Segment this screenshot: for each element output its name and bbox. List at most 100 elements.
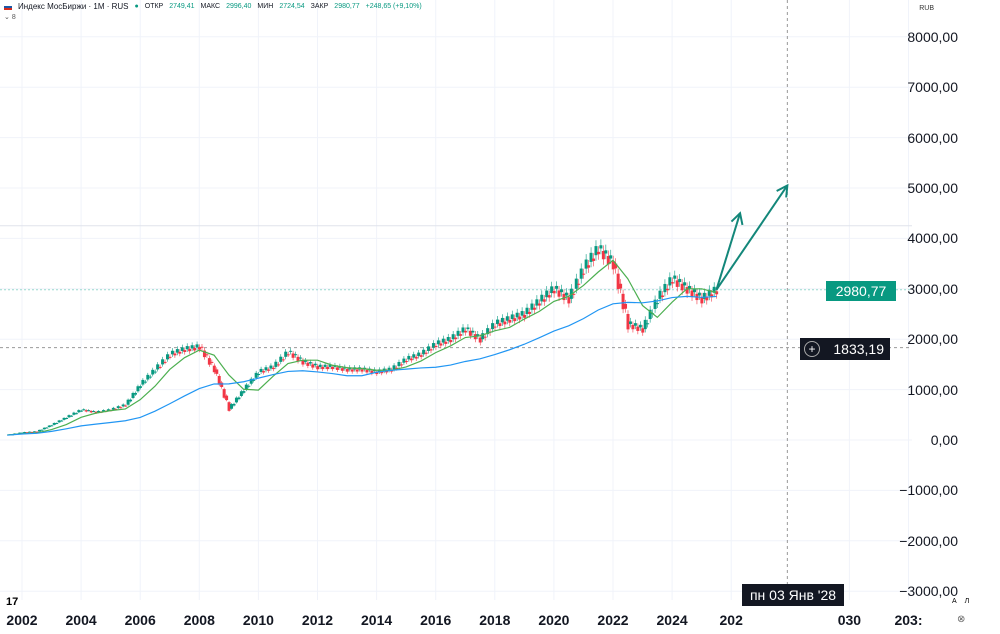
candle — [429, 349, 433, 351]
y-tick-label: 3000,00 — [907, 280, 958, 297]
candle — [67, 415, 71, 418]
candle — [419, 355, 423, 357]
candle — [143, 381, 147, 383]
candle — [648, 309, 652, 320]
candle — [133, 392, 137, 395]
candle — [239, 391, 243, 396]
candle — [710, 294, 714, 298]
tradingview-logo: 17 — [6, 596, 19, 608]
candle — [227, 402, 231, 411]
market-status-icon: ● — [134, 3, 139, 10]
candle — [212, 365, 216, 373]
candle — [510, 314, 514, 320]
candle — [60, 420, 64, 422]
candle — [545, 290, 549, 298]
x-tick-label: 202 — [719, 612, 743, 628]
candle — [683, 282, 687, 286]
candle — [74, 413, 78, 415]
candle — [567, 297, 571, 304]
candle — [414, 356, 418, 359]
y-tick-label: 4000,00 — [907, 230, 958, 247]
candle — [587, 265, 591, 268]
candle — [225, 395, 229, 401]
axis-mode-toggles[interactable]: А Л — [952, 598, 970, 605]
candle — [486, 328, 490, 335]
candle — [471, 330, 475, 333]
candle — [520, 311, 524, 316]
candle — [537, 303, 541, 306]
candle — [656, 303, 660, 305]
candle — [395, 367, 399, 369]
candle — [180, 347, 184, 351]
candle — [505, 316, 509, 321]
candle — [624, 303, 628, 309]
x-tick-label: 2020 — [538, 612, 570, 628]
candle — [262, 371, 266, 373]
settings-icon[interactable]: ⊗ — [957, 614, 966, 625]
candle — [55, 423, 59, 425]
x-tick-label: 2008 — [183, 612, 215, 628]
indicators-toggle[interactable]: ⌄ 8 — [4, 13, 16, 21]
last-price-tag: 2980,77 — [826, 281, 896, 301]
add-plus-icon[interactable]: + — [804, 341, 820, 357]
y-tick-label: −2000,00 — [899, 532, 958, 549]
candle — [230, 404, 234, 409]
ma-slow-line — [7, 295, 717, 436]
x-tick-label: 2018 — [479, 612, 511, 628]
candle — [271, 367, 275, 370]
candle — [564, 292, 568, 296]
candle — [101, 410, 105, 412]
candle — [707, 289, 711, 296]
candle — [42, 427, 46, 430]
candle — [65, 418, 69, 420]
candle — [129, 399, 133, 402]
candle — [402, 358, 406, 363]
candle — [592, 258, 596, 261]
candle — [525, 307, 529, 314]
candle — [530, 303, 534, 310]
candle — [111, 407, 115, 410]
candle — [604, 250, 608, 254]
candle — [483, 336, 487, 338]
x-tick-label: 2004 — [65, 612, 97, 628]
candle — [183, 350, 187, 353]
candle — [190, 345, 194, 349]
candle — [633, 323, 637, 326]
candle — [254, 372, 258, 378]
candle — [170, 350, 174, 355]
candle — [370, 370, 374, 374]
candle — [284, 351, 288, 357]
candle — [328, 364, 332, 367]
chevron-down-icon: ⌄ — [4, 14, 10, 21]
candle — [188, 348, 192, 352]
candle — [434, 345, 438, 348]
candle — [503, 321, 507, 325]
candle — [493, 326, 497, 328]
candle — [712, 286, 716, 293]
candle — [30, 431, 34, 433]
x-tick-label: 2022 — [597, 612, 629, 628]
candle — [596, 251, 600, 255]
candle — [222, 389, 226, 398]
y-tick-label: 8000,00 — [907, 28, 958, 45]
candle — [279, 356, 283, 362]
candle — [478, 337, 482, 343]
candle — [207, 358, 211, 365]
candle — [628, 321, 632, 325]
forecast-arrowhead — [730, 211, 744, 226]
candle — [156, 364, 160, 370]
candle — [638, 324, 642, 328]
candle — [535, 299, 539, 306]
candle — [589, 252, 593, 262]
candle — [205, 354, 209, 356]
candle — [217, 375, 221, 385]
candle — [660, 295, 664, 297]
symbol-title[interactable]: Индекс МосБиржи · 1M · RUS — [18, 2, 129, 11]
y-tick-label: 7000,00 — [907, 79, 958, 96]
candle — [252, 379, 256, 381]
candle — [281, 359, 285, 361]
candle — [532, 307, 536, 310]
candle — [77, 410, 81, 413]
candle — [365, 369, 369, 373]
